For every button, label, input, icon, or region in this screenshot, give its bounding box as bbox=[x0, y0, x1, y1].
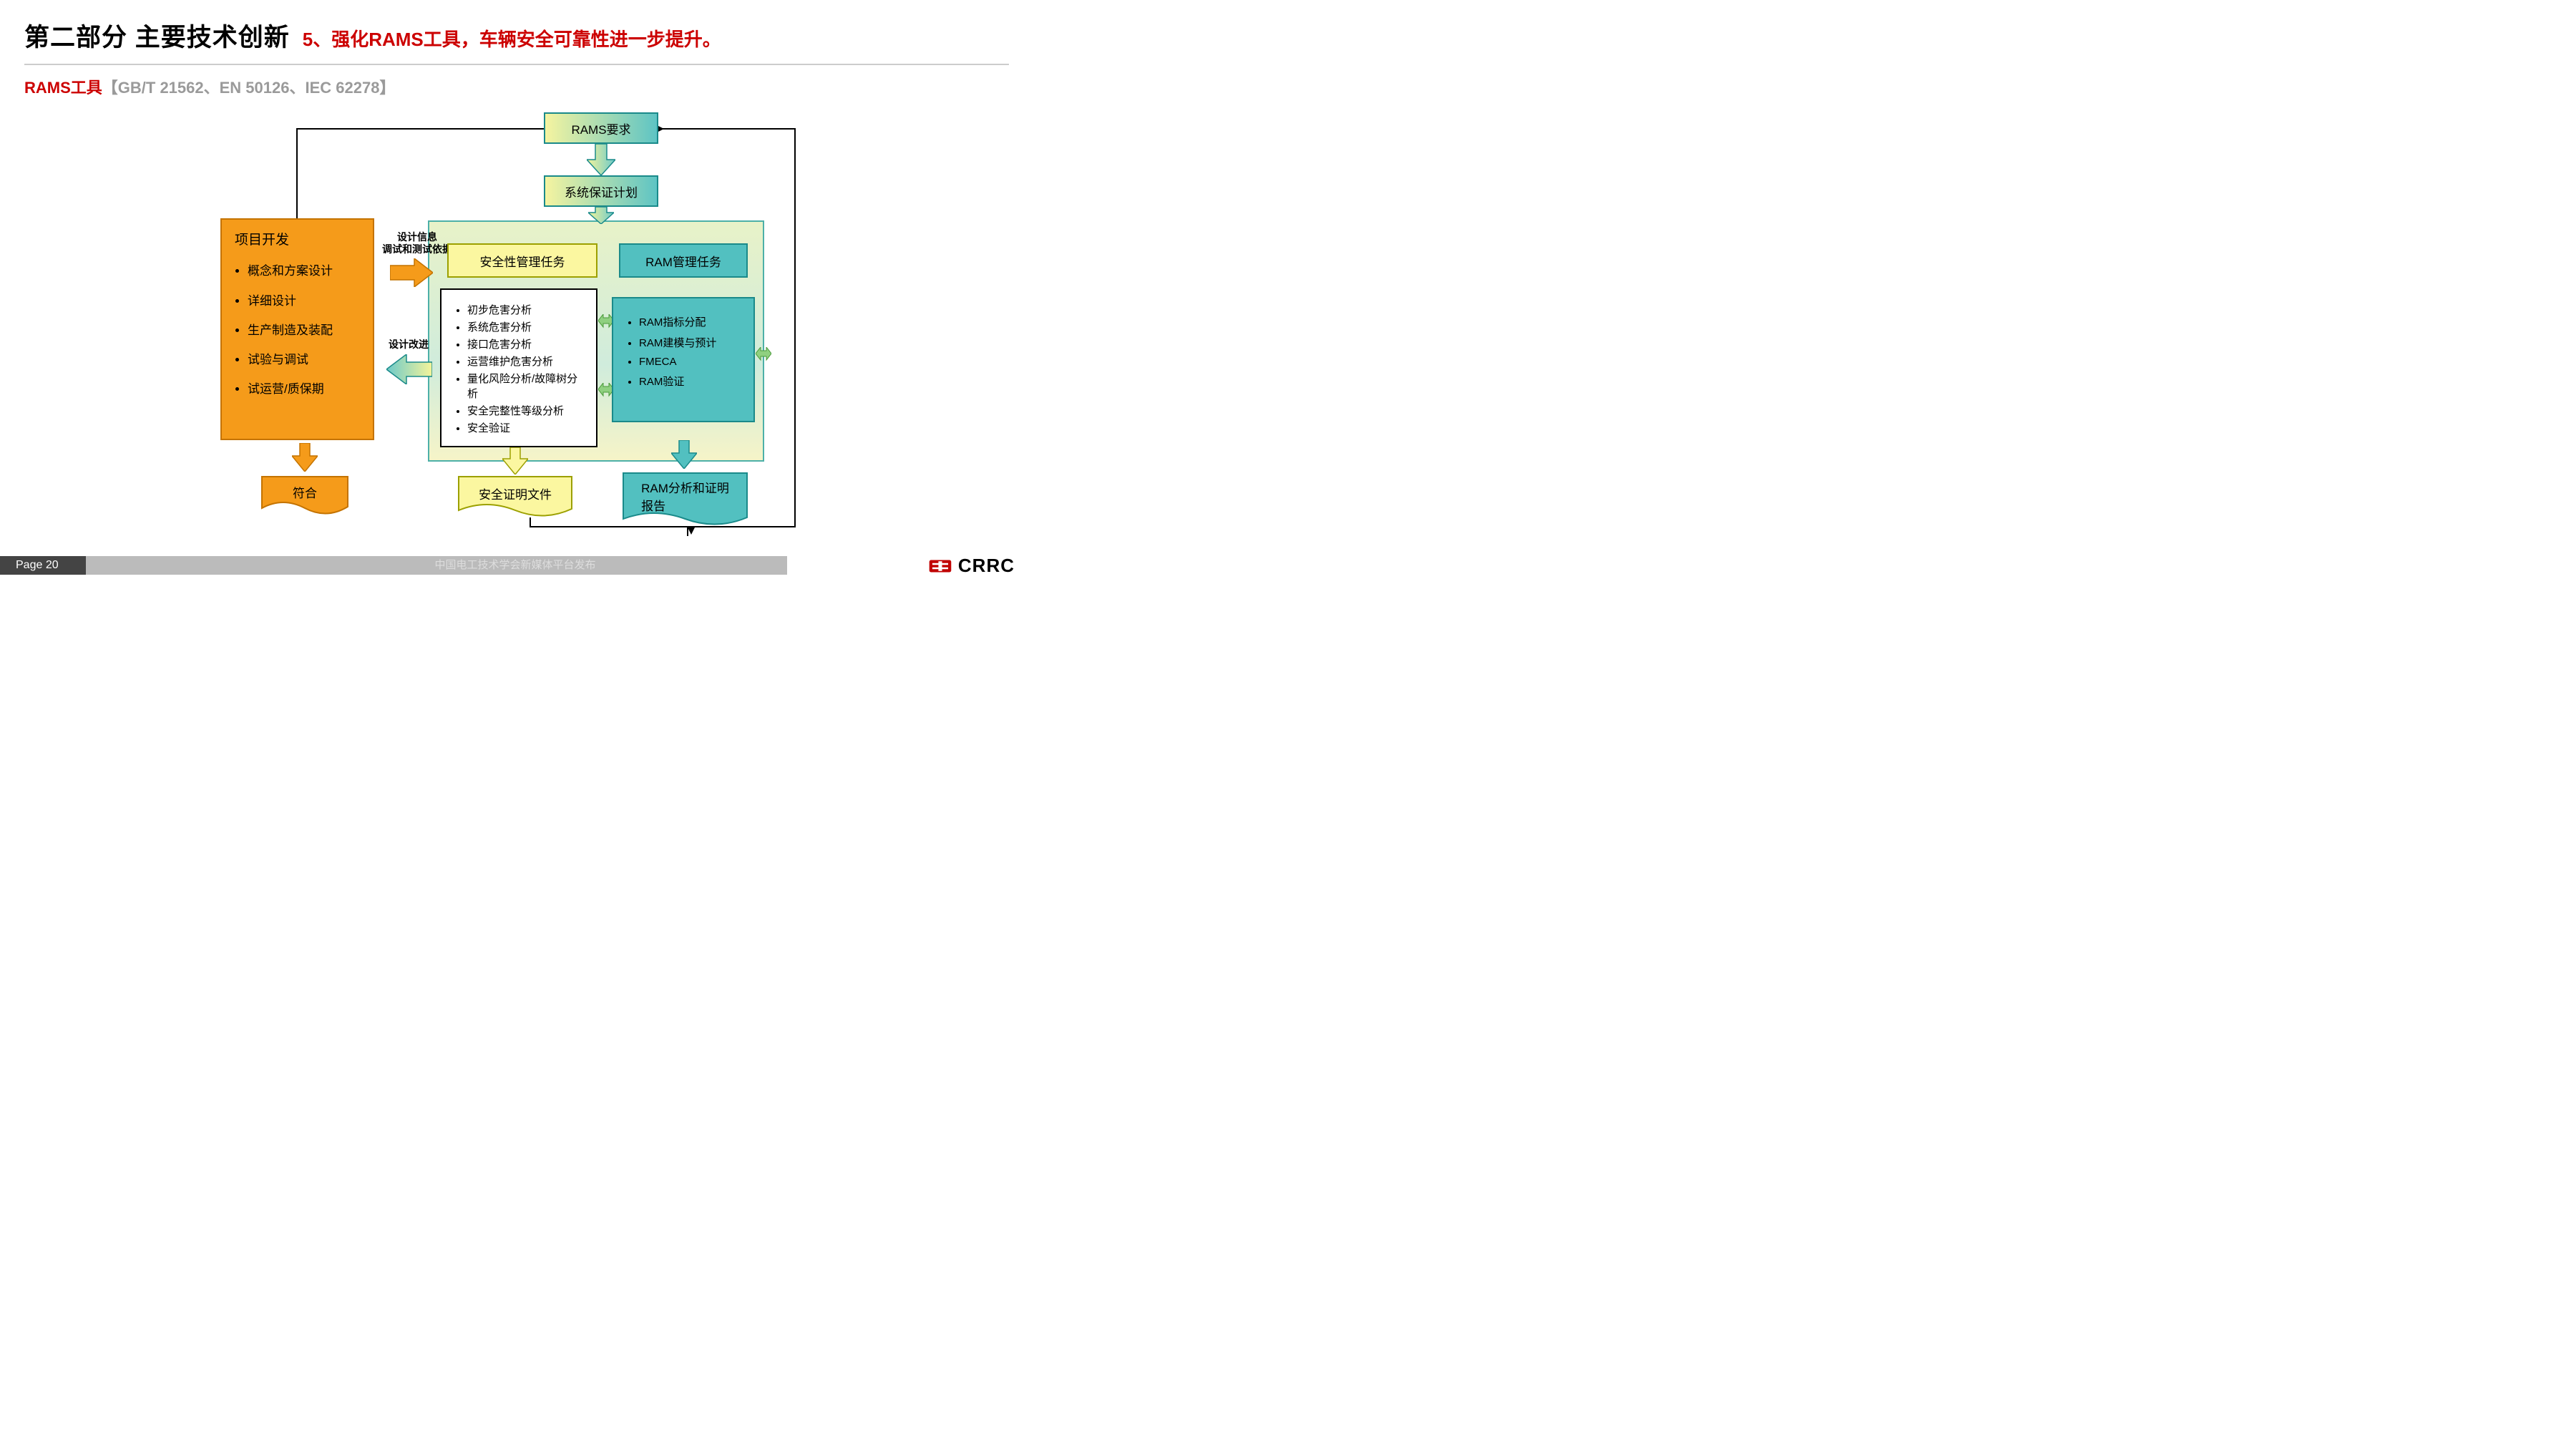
title-sub: 5、强化RAMS工具，车辆安全可靠性进一步提升。 bbox=[303, 25, 721, 52]
node-ram-report-doc: RAM分析和证明报告 bbox=[623, 472, 748, 526]
node-safety-doc: 安全证明文件 bbox=[458, 476, 572, 517]
list-item: 试运营/质保期 bbox=[248, 379, 360, 399]
arrow-down-icon bbox=[587, 144, 615, 175]
node-safety-mgmt: 安全性管理任务 bbox=[447, 243, 597, 278]
list-item: 概念和方案设计 bbox=[248, 261, 360, 281]
list-item: 量化风险分析/故障树分析 bbox=[467, 371, 583, 401]
watermark-text: 中国电工技术学会新媒体平台发布 bbox=[434, 557, 595, 572]
crrc-logo-icon bbox=[928, 558, 952, 575]
list-item: 详细设计 bbox=[248, 291, 360, 311]
node-rams-requirements: RAMS要求 bbox=[544, 112, 658, 144]
conn-line bbox=[530, 517, 531, 526]
subtitle: RAMS工具【GB/T 21562、EN 50126、IEC 62278】 bbox=[24, 75, 1009, 98]
conn-line bbox=[296, 128, 298, 218]
list-item: RAM指标分配 bbox=[639, 314, 716, 329]
title-row: 第二部分 主要技术创新 5、强化RAMS工具，车辆安全可靠性进一步提升。 bbox=[24, 17, 1009, 65]
title-main: 第二部分 主要技术创新 bbox=[24, 17, 290, 54]
conn-line bbox=[530, 526, 796, 527]
list-item: 初步危害分析 bbox=[467, 302, 583, 317]
arrowhead-icon bbox=[687, 526, 696, 535]
list-item: RAM建模与预计 bbox=[639, 335, 716, 350]
annotation-design-improve: 设计改进 bbox=[389, 339, 429, 351]
crrc-logo-text: CRRC bbox=[958, 555, 1015, 577]
ram-task-list: RAM指标分配 RAM建模与预计 FMECA RAM验证 bbox=[639, 308, 716, 394]
list-item: 接口危害分析 bbox=[467, 336, 583, 351]
list-item: 系统危害分析 bbox=[467, 319, 583, 334]
doc-label: 安全证明文件 bbox=[458, 476, 572, 510]
node-ram-mgmt: RAM管理任务 bbox=[619, 243, 748, 278]
arrow-down-icon bbox=[292, 443, 318, 472]
footer-bar bbox=[0, 556, 787, 575]
arrow-down-icon bbox=[671, 440, 697, 469]
node-label: RAMS要求 bbox=[571, 120, 630, 137]
project-item-list: 概念和方案设计详细设计生产制造及装配试验与调试试运营/质保期 bbox=[248, 261, 360, 399]
arrow-right-icon bbox=[390, 258, 433, 287]
node-label: RAM管理任务 bbox=[645, 252, 721, 270]
slide-footer: Page 20 中国电工技术学会新媒体平台发布 CRRC bbox=[0, 554, 1030, 580]
node-project-development: 项目开发 概念和方案设计详细设计生产制造及装配试验与调试试运营/质保期 bbox=[220, 218, 374, 440]
doc-label: RAM分析和证明报告 bbox=[623, 472, 748, 519]
arrow-down-icon bbox=[588, 207, 614, 224]
list-item: 运营维护危害分析 bbox=[467, 354, 583, 369]
conn-line bbox=[658, 128, 794, 130]
list-item: 安全验证 bbox=[467, 420, 583, 435]
annotation-design-info: 设计信息调试和测试依据 bbox=[382, 231, 452, 256]
node-ram-tasks: RAM指标分配 RAM建模与预计 FMECA RAM验证 bbox=[612, 297, 755, 422]
crrc-logo: CRRC bbox=[928, 555, 1015, 577]
node-system-assurance-plan: 系统保证计划 bbox=[544, 175, 658, 207]
page-number-text: Page 20 bbox=[16, 559, 59, 572]
list-item: RAM验证 bbox=[639, 374, 716, 389]
list-item: 试验与调试 bbox=[248, 350, 360, 369]
safety-task-list: 初步危害分析系统危害分析接口危害分析运营维护危害分析量化风险分析/故障树分析安全… bbox=[467, 300, 583, 437]
arrow-down-icon bbox=[502, 447, 528, 475]
conn-line bbox=[296, 128, 544, 130]
conn-line bbox=[794, 128, 796, 526]
arrow-left-icon bbox=[386, 354, 432, 384]
page-number: Page 20 bbox=[0, 556, 86, 575]
node-title: 项目开发 bbox=[235, 230, 360, 251]
doc-label: 符合 bbox=[261, 476, 348, 508]
node-conform-doc: 符合 bbox=[261, 476, 348, 515]
node-safety-tasks: 初步危害分析系统危害分析接口危害分析运营维护危害分析量化风险分析/故障树分析安全… bbox=[440, 288, 597, 447]
double-arrow-icon bbox=[756, 347, 771, 369]
slide-header: 第二部分 主要技术创新 5、强化RAMS工具，车辆安全可靠性进一步提升。 RAM… bbox=[0, 0, 1030, 105]
list-item: 安全完整性等级分析 bbox=[467, 403, 583, 418]
subtitle-prefix: RAMS工具 bbox=[24, 79, 102, 97]
flowchart-canvas: RAMS要求 系统保证计划 项目开发 概念和方案设计详细设计生产制造及装配试验与… bbox=[0, 104, 1030, 548]
node-label: 系统保证计划 bbox=[565, 183, 638, 200]
node-label: 安全性管理任务 bbox=[480, 252, 565, 270]
list-item: FMECA bbox=[639, 356, 716, 368]
list-item: 生产制造及装配 bbox=[248, 321, 360, 340]
subtitle-standards: 【GB/T 21562、EN 50126、IEC 62278】 bbox=[102, 79, 396, 97]
